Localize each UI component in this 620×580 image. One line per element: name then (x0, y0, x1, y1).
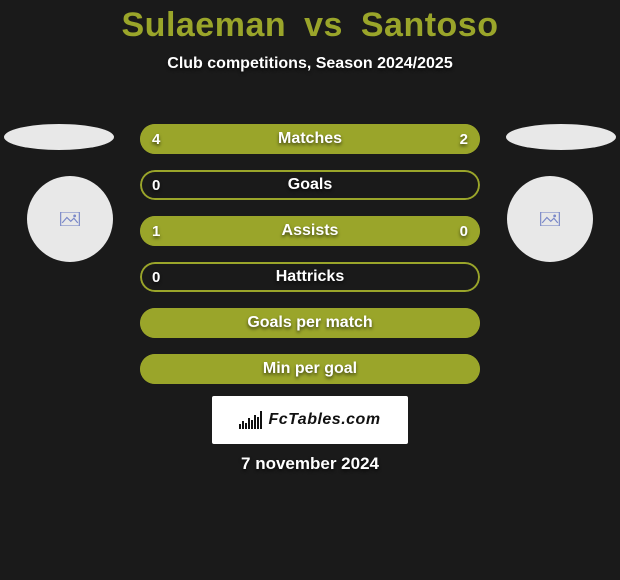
stat-label: Hattricks (140, 262, 480, 292)
stat-row: 0Hattricks (140, 262, 480, 292)
subtitle: Club competitions, Season 2024/2025 (0, 55, 620, 73)
title-player2: Santoso (361, 6, 499, 44)
stats-comparison: 42Matches 0Goals 10Assists 0Hattricks Goals … (140, 124, 480, 400)
brand-badge: FcTables.com (212, 396, 408, 444)
brand-text: FcTables.com (268, 411, 380, 429)
image-placeholder-icon (540, 212, 560, 226)
image-placeholder-icon (60, 212, 80, 226)
right-player-avatar (507, 176, 593, 262)
stat-label: Goals per match (140, 308, 480, 338)
stat-row: 10Assists (140, 216, 480, 246)
title-vs: vs (304, 6, 343, 44)
left-ellipse-decoration (4, 124, 114, 150)
stat-row: Goals per match (140, 308, 480, 338)
stat-label: Matches (140, 124, 480, 154)
stat-label: Assists (140, 216, 480, 246)
stat-row: 42Matches (140, 124, 480, 154)
stat-label: Min per goal (140, 354, 480, 384)
page-title: Sulaeman vs Santoso (0, 0, 620, 45)
title-player1: Sulaeman (122, 6, 287, 44)
stat-row: Min per goal (140, 354, 480, 384)
stat-label: Goals (140, 170, 480, 200)
stat-row: 0Goals (140, 170, 480, 200)
left-player-avatar (27, 176, 113, 262)
brand-bars-icon (239, 411, 262, 429)
date-label: 7 november 2024 (0, 454, 620, 474)
right-ellipse-decoration (506, 124, 616, 150)
